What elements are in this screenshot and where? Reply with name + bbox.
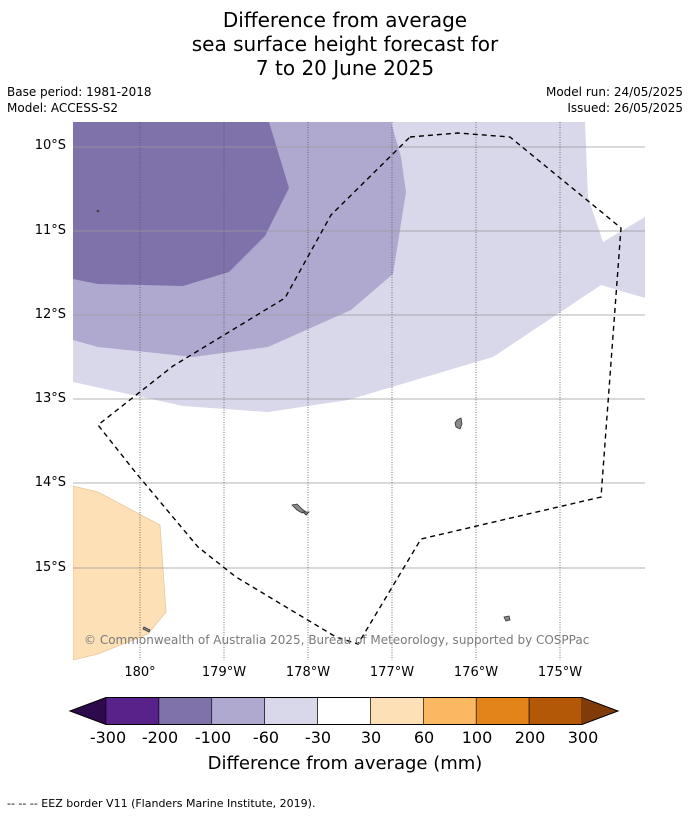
colorbar-tick-minus-200: -200 — [141, 728, 179, 747]
colorbar-tick-60: 60 — [413, 728, 435, 747]
lon-label-176w: 176°W — [453, 665, 499, 680]
colorbar-segment — [370, 697, 424, 725]
anomaly-region-dark-lavender — [73, 122, 289, 286]
gridlines — [73, 146, 645, 569]
title-line-1: Difference from average — [222, 8, 468, 32]
colorbar-segment — [317, 697, 371, 725]
title-line-3: 7 to 20 June 2025 — [255, 56, 435, 80]
lon-label-178w: 178°W — [285, 665, 331, 680]
lon-label-177w: 177°W — [369, 665, 415, 680]
colorbar-segment — [475, 697, 530, 725]
copyright-notice: © Commonwealth of Australia 2025, Bureau… — [84, 633, 590, 647]
islands — [96, 209, 511, 633]
colorbar-segment — [528, 697, 583, 725]
issued-date: Issued: 26/05/2025 — [567, 101, 683, 115]
island-central-small — [302, 511, 310, 516]
eez-legend-note: -- -- -- EEZ border V11 (Flanders Marine… — [7, 797, 316, 810]
meta-left: Base period: 1981-2018 Model: ACCESS-S2 — [7, 84, 152, 116]
lat-label-10s: 10°S — [34, 138, 66, 153]
title-line-2: sea surface height forecast for — [191, 32, 499, 56]
colorbar-segment — [423, 697, 477, 725]
lat-label-12s: 12°S — [34, 307, 66, 322]
colorbar-tick-100: 100 — [461, 728, 493, 747]
colorbar-tick-minus-100: -100 — [194, 728, 232, 747]
lat-label-14s: 14°S — [34, 475, 66, 490]
model-name: Model: ACCESS-S2 — [7, 101, 119, 115]
meta-right: Model run: 24/05/2025 Issued: 26/05/2025 — [546, 84, 683, 116]
lon-label-175w: 175°W — [537, 665, 583, 680]
island-southeast — [503, 615, 511, 622]
colorbar-tick-minus-30: -30 — [304, 728, 332, 747]
anomaly-region-peach — [73, 485, 167, 660]
colorbar-segment — [211, 697, 265, 725]
colorbar-outline — [68, 697, 620, 725]
colorbar-extend-low — [70, 697, 106, 725]
colorbar-segment — [105, 697, 160, 725]
colorbar-tick-minus-300: -300 — [89, 728, 127, 747]
lon-label-179w: 179°W — [201, 665, 247, 680]
meridian-lines — [139, 122, 561, 660]
lat-label-11s: 11°S — [34, 223, 66, 238]
colorbar-tick-300: 300 — [567, 728, 599, 747]
colorbar-segment — [158, 697, 213, 725]
lon-label-180: 180° — [124, 665, 156, 680]
colorbar-title: Difference from average (mm) — [207, 753, 483, 774]
model-run: Model run: 24/05/2025 — [545, 85, 683, 99]
island-east — [454, 417, 463, 430]
map-area — [73, 122, 645, 660]
colorbar-segment — [264, 697, 318, 725]
colorbar-tick-200: 200 — [514, 728, 546, 747]
lat-label-13s: 13°S — [34, 391, 66, 406]
island-northwest — [96, 209, 100, 213]
island-southwest — [142, 626, 151, 633]
base-period: Base period: 1981-2018 — [7, 85, 152, 99]
map-title: Difference from average sea surface heig… — [0, 8, 690, 80]
colorbar-extend-high — [582, 697, 618, 725]
eez-border — [97, 132, 622, 645]
lat-label-15s: 15°S — [34, 560, 66, 575]
colorbar-tick-30: 30 — [360, 728, 382, 747]
colorbar-tick-minus-60: -60 — [252, 728, 280, 747]
colorbar — [68, 697, 620, 725]
